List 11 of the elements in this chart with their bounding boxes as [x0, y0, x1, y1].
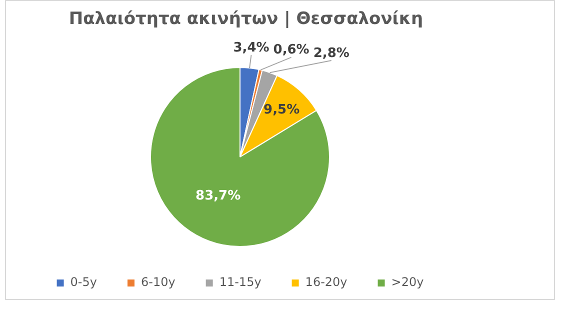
legend-label: >20y [391, 275, 424, 290]
chart-title: Παλαιότητα ακινήτων | Θεσσαλονίκη [68, 9, 424, 29]
data-label: 3,4% [233, 40, 270, 56]
legend-label: 0-5y [70, 275, 97, 290]
legend-label: 11-15y [219, 275, 262, 290]
data-label: 2,8% [313, 46, 350, 61]
data-label: 9,5% [264, 102, 300, 118]
legend-label: 16-20y [305, 275, 348, 290]
data-label: 83,7% [196, 188, 241, 204]
legend-label: 6-10y [141, 275, 176, 290]
data-label: 0,6% [273, 42, 310, 58]
